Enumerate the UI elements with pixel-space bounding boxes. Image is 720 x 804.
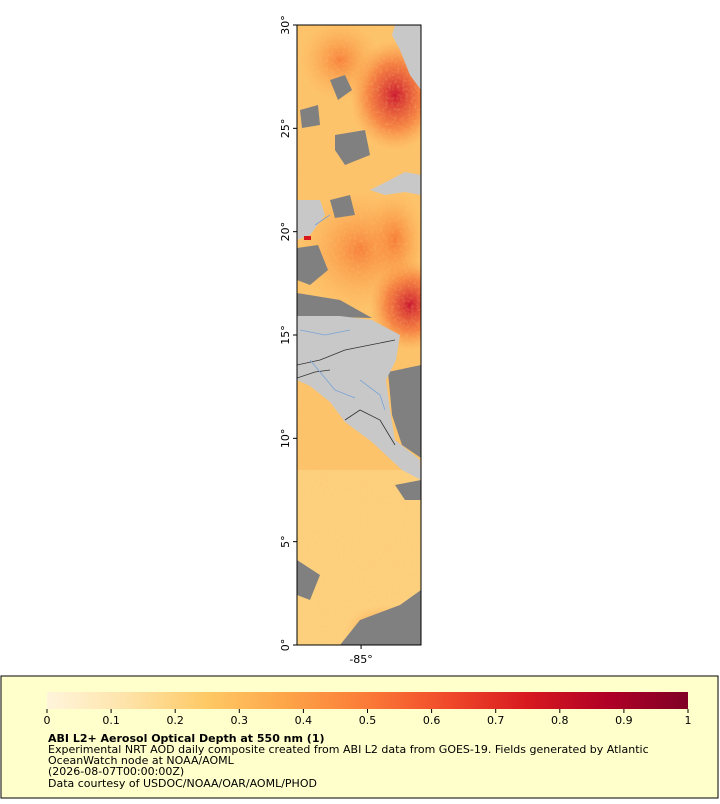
map-raster <box>297 25 421 645</box>
legend-title: ABI L2+ Aerosol Optical Depth at 550 nm … <box>48 732 325 745</box>
lat-tick-label: 5° <box>279 535 292 548</box>
legend-line: (2026-08-07T00:00:00Z) <box>48 765 184 778</box>
legend-line: Experimental NRT AOD daily composite cre… <box>48 743 649 756</box>
lon-tick-label: -85° <box>349 653 372 666</box>
colorbar-tick-label: 0.1 <box>102 714 120 727</box>
legend-line: OceanWatch node at NOAA/AOML <box>48 754 235 767</box>
lat-tick-label: 10° <box>279 429 292 449</box>
colorbar-tick-label: 0.3 <box>231 714 249 727</box>
lat-tick-label: 25° <box>279 119 292 139</box>
colorbar-tick-label: 0.2 <box>166 714 184 727</box>
colorbar-tick-label: 0.5 <box>359 714 377 727</box>
colorbar-tick-label: 0.6 <box>423 714 441 727</box>
colorbar-tick-label: 0.7 <box>487 714 505 727</box>
colorbar <box>47 692 688 709</box>
colorbar-tick-label: 0 <box>44 714 51 727</box>
colorbar-tick-label: 0.8 <box>551 714 569 727</box>
colorbar-tick-label: 1 <box>685 714 692 727</box>
colorbar-tick-label: 0.9 <box>615 714 633 727</box>
lat-tick-label: 15° <box>279 325 292 345</box>
legend-line: Data courtesy of USDOC/NOAA/OAR/AOML/PHO… <box>48 777 317 790</box>
lat-tick-label: 30° <box>279 15 292 35</box>
lat-tick-label: 20° <box>279 222 292 242</box>
colorbar-tick-label: 0.4 <box>295 714 313 727</box>
lat-tick-label: 0° <box>279 639 292 652</box>
